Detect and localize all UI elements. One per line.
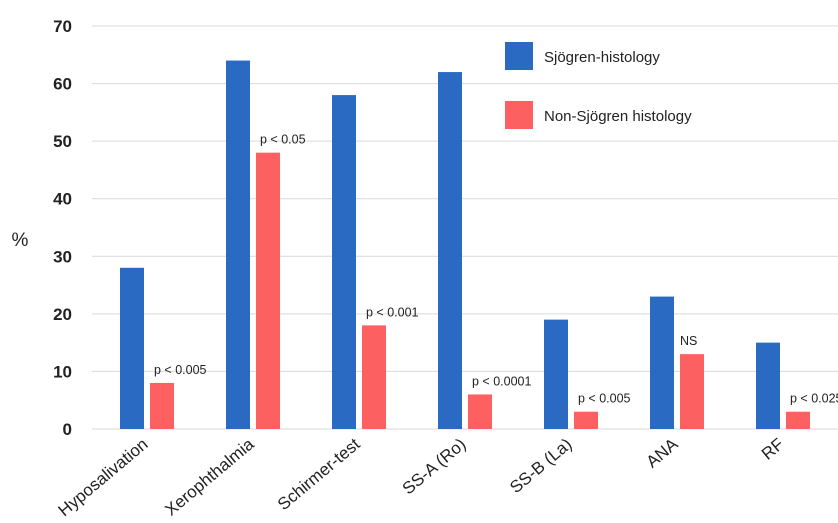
bar-sjogren-histology: [332, 95, 356, 429]
bar-sjogren-histology: [544, 319, 568, 429]
category-label: ANA: [643, 434, 682, 471]
bar-non-sjogren-histology: [468, 394, 492, 429]
bar-sjogren-histology: [226, 60, 250, 430]
x-axis-ticks: Hyposalivation Xerophthalmia Schirmer-test…: [55, 434, 788, 520]
bar-non-sjogren-histology: [574, 411, 598, 429]
category-label: SS-A (Ro): [399, 435, 470, 499]
category-label: Xerophthalmia: [161, 434, 258, 519]
y-axis-ticks: 0 10 20 30 40 50 60 70: [53, 17, 72, 439]
annotations: p < 0.005 p < 0.05 p < 0.001 p < 0.0001 p < …: [154, 133, 838, 406]
category-label: RF: [758, 435, 788, 464]
gridlines: [92, 25, 838, 430]
significance-annotation: p < 0.005: [154, 363, 207, 377]
legend: Sjögren-histology Non-Sjögren histology: [505, 42, 692, 129]
bar-sjogren-histology: [120, 267, 144, 429]
legend-swatch: [505, 42, 533, 70]
significance-annotation: NS: [680, 334, 697, 348]
bar-sjogren-histology: [438, 72, 462, 430]
y-tick-label: 70: [53, 17, 72, 36]
legend-label: Non-Sjögren histology: [544, 108, 692, 125]
y-axis-label: %: [12, 230, 29, 251]
significance-annotation: p < 0.05: [260, 133, 306, 147]
y-tick-label: 50: [53, 132, 72, 151]
significance-annotation: p < 0.001: [366, 305, 419, 319]
category-label: SS-B (La): [506, 435, 575, 498]
significance-annotation: p < 0.0001: [472, 374, 531, 388]
y-tick-label: 0: [63, 420, 72, 439]
y-tick-label: 20: [53, 305, 72, 324]
y-tick-label: 30: [53, 247, 72, 266]
bar-non-sjogren-histology: [256, 152, 280, 429]
bar-non-sjogren-histology: [362, 325, 386, 429]
y-tick-label: 10: [53, 362, 72, 381]
bar-non-sjogren-histology: [150, 382, 174, 429]
category-label: Schirmer-test: [274, 434, 364, 514]
bar-non-sjogren-histology: [680, 354, 704, 429]
legend-label: Sjögren-histology: [544, 49, 660, 66]
significance-annotation: p < 0.005: [578, 392, 631, 406]
bar-non-sjogren-histology: [786, 411, 810, 429]
bar-sjogren-histology: [756, 342, 780, 429]
bars: [120, 60, 810, 430]
category-label: Hyposalivation: [55, 435, 152, 521]
y-tick-label: 60: [53, 75, 72, 94]
legend-swatch: [505, 101, 533, 129]
significance-annotation: p < 0.025: [790, 392, 838, 406]
y-tick-label: 40: [53, 190, 72, 209]
bar-sjogren-histology: [650, 296, 674, 429]
